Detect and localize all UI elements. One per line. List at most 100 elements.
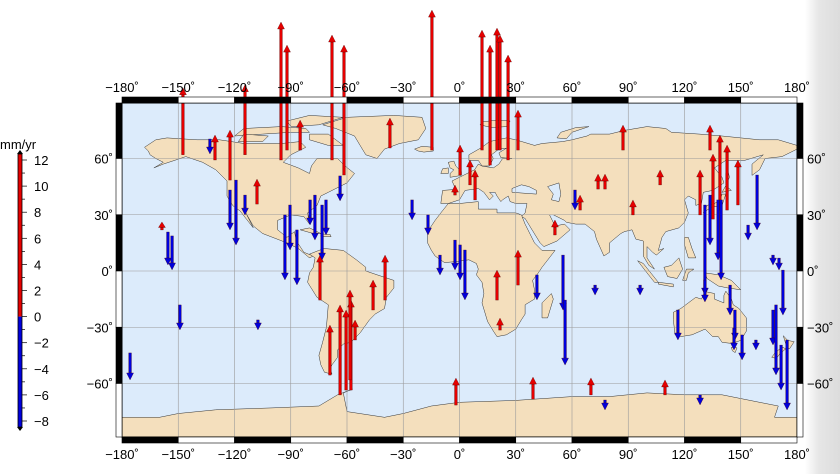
frame-segment-left bbox=[115, 383, 123, 438]
lon-label-top: 30˚ bbox=[506, 80, 525, 95]
arrow-head bbox=[619, 124, 627, 133]
arrow-shaft bbox=[288, 204, 292, 244]
colorbar-tick-label: −2 bbox=[34, 336, 49, 351]
lon-label-bottom: −60˚ bbox=[334, 447, 360, 462]
arrow-head bbox=[471, 169, 479, 178]
arrow-shaft bbox=[716, 199, 720, 254]
arrow-head bbox=[286, 242, 294, 251]
uplift-arrow bbox=[734, 159, 742, 206]
frame-segment-bottom bbox=[684, 436, 742, 444]
subsidence-arrow bbox=[126, 352, 134, 381]
lon-label-bottom: 120˚ bbox=[671, 447, 697, 462]
lon-label-top: 150˚ bbox=[728, 80, 754, 95]
frame-segment-right bbox=[796, 270, 804, 328]
arrow-head bbox=[456, 272, 464, 281]
subsidence-arrow bbox=[730, 327, 738, 351]
arrow-head bbox=[346, 289, 354, 298]
uplift-arrow bbox=[351, 319, 359, 341]
arrow-shaft bbox=[703, 204, 707, 289]
arrow-head bbox=[336, 193, 344, 202]
arrow-head bbox=[381, 254, 389, 263]
frame-segment-left bbox=[115, 326, 123, 384]
lon-label-top: −120˚ bbox=[218, 80, 252, 95]
uplift-arrow bbox=[551, 219, 559, 236]
arrow-shaft bbox=[698, 394, 702, 399]
arrow-shaft bbox=[338, 175, 342, 195]
arrow-shaft bbox=[178, 304, 182, 324]
frame-segment-bottom bbox=[740, 436, 798, 444]
arrow-head bbox=[386, 117, 394, 126]
arrow-shaft bbox=[208, 138, 212, 148]
uplift-arrow bbox=[369, 279, 377, 311]
subsidence-arrow bbox=[461, 249, 469, 301]
frame-segment-top bbox=[515, 96, 573, 104]
arrow-shaft bbox=[353, 326, 357, 341]
subsidence-arrow bbox=[772, 304, 780, 376]
arrow-shaft bbox=[719, 199, 723, 274]
uplift-arrow bbox=[656, 169, 664, 186]
arrow-shaft bbox=[621, 131, 625, 151]
greenland bbox=[321, 115, 427, 159]
uplift-arrow bbox=[386, 117, 394, 149]
arrow-shaft bbox=[603, 399, 607, 404]
arrow-head bbox=[336, 304, 344, 313]
uplift-arrow bbox=[342, 309, 350, 391]
uplift-arrow bbox=[336, 304, 344, 396]
arrow-head bbox=[636, 287, 644, 296]
lon-label-top: −30˚ bbox=[390, 80, 416, 95]
arrow-shaft bbox=[256, 319, 260, 324]
arrow-head bbox=[661, 379, 669, 388]
arrow-shaft bbox=[708, 194, 712, 239]
frame-segment-top bbox=[684, 96, 742, 104]
uplift-arrow bbox=[504, 54, 512, 161]
arrow-head bbox=[326, 324, 334, 333]
arrow-shaft bbox=[328, 331, 332, 376]
arrow-head bbox=[730, 342, 738, 351]
uplift-arrow bbox=[428, 9, 436, 151]
uplift-arrow bbox=[277, 21, 285, 161]
arrow-shaft bbox=[736, 166, 740, 206]
arrow-head bbox=[428, 9, 436, 18]
lat-label-right: −60˚ bbox=[807, 377, 833, 392]
arrow-head bbox=[496, 317, 504, 326]
subsidence-arrow bbox=[164, 231, 172, 266]
frame-segment-top bbox=[627, 96, 685, 104]
arrow-shaft bbox=[255, 185, 259, 205]
uplift-arrow bbox=[381, 254, 389, 301]
lon-label-top: 90˚ bbox=[619, 80, 638, 95]
colorbar: mm/yr 12 10 8 6 4 2 0 −2 −4 −6 −8 bbox=[0, 137, 49, 431]
arrow-head bbox=[466, 159, 474, 168]
arrow-head bbox=[706, 124, 714, 133]
arrow-head bbox=[478, 29, 486, 38]
arrow-head bbox=[158, 221, 166, 228]
arrow-shaft bbox=[348, 296, 352, 381]
colorbar-tick-label: 2 bbox=[34, 284, 41, 299]
arrow-shaft bbox=[388, 124, 392, 149]
uplift-arrow bbox=[241, 84, 249, 155]
subsidence-arrow bbox=[674, 309, 682, 341]
arrow-head bbox=[726, 307, 734, 316]
arrow-shaft bbox=[295, 229, 299, 279]
lon-label-bottom: 180˚ bbox=[784, 447, 810, 462]
subsidence-arrow bbox=[738, 334, 746, 361]
arrow-shaft bbox=[166, 231, 170, 259]
frame-segment-top bbox=[459, 96, 517, 104]
arrow-head bbox=[744, 232, 752, 241]
arrow-shaft bbox=[563, 299, 567, 359]
uplift-arrow bbox=[587, 377, 595, 396]
uplift-arrow bbox=[158, 221, 166, 231]
arrow-head bbox=[277, 21, 285, 30]
arrow-head bbox=[306, 217, 314, 226]
subsidence-arrow bbox=[601, 399, 609, 411]
subsidence-arrow bbox=[636, 284, 644, 296]
frame-segment-right bbox=[796, 326, 804, 384]
arrow-head bbox=[753, 222, 761, 231]
subsidence-arrow bbox=[322, 199, 330, 236]
subsidence-arrow bbox=[571, 189, 579, 211]
subsidence-arrow bbox=[717, 199, 725, 281]
subsidence-arrow bbox=[753, 174, 761, 231]
colorbar-tick-label: 6 bbox=[34, 231, 41, 246]
subsidence-arrow bbox=[206, 138, 214, 155]
arrow-shaft bbox=[468, 166, 472, 186]
colorbar-tick-label: −8 bbox=[34, 414, 49, 429]
